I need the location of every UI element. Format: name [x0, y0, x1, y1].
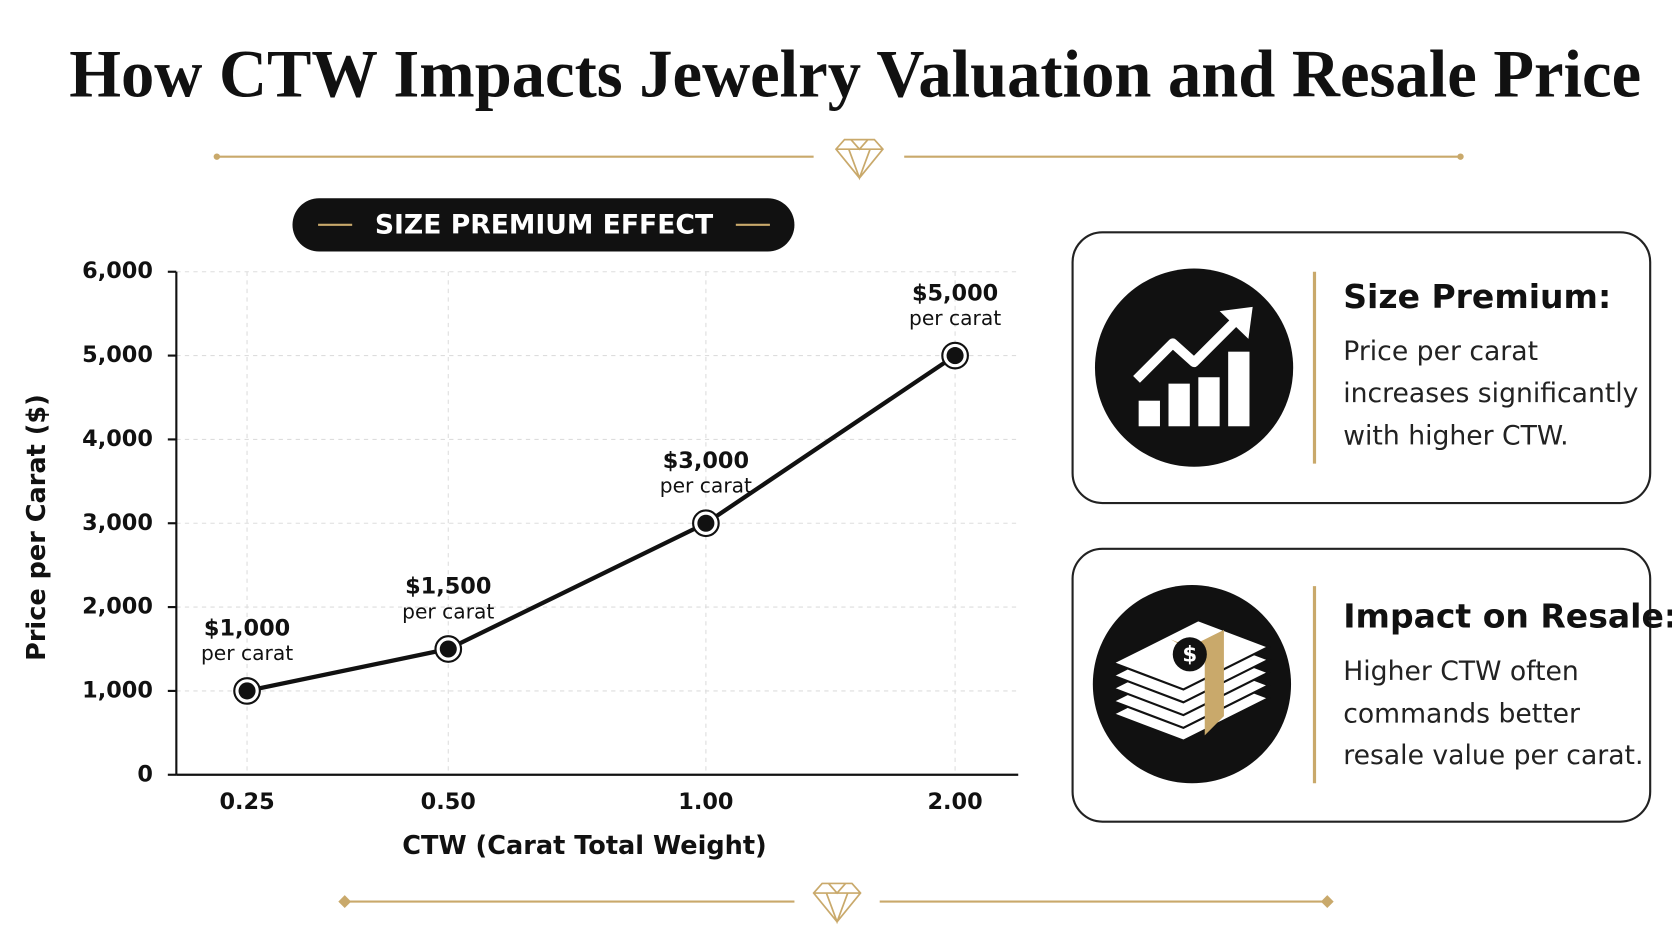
value-sublabel: per carat [201, 641, 293, 665]
x-axis-title: CTW (Carat Total Weight) [402, 831, 766, 861]
money-icon: $ [1110, 619, 1272, 742]
x-tick-label: 2.00 [928, 789, 983, 815]
value-sublabel: per carat [402, 599, 494, 623]
page-title: How CTW Impacts Jewelry Valuation and Re… [69, 36, 1641, 112]
card-text: Higher CTW often [1343, 656, 1579, 687]
point [697, 514, 715, 532]
y-tick-label: 1,000 [82, 677, 153, 703]
divider [216, 138, 1461, 181]
x-tick-label: 1.00 [678, 789, 733, 815]
divider [344, 882, 1328, 925]
y-tick-label: 4,000 [82, 426, 153, 452]
value-sublabel: per carat [909, 306, 1001, 330]
y-tick-label: 2,000 [82, 594, 153, 620]
growth-icon [1133, 306, 1253, 427]
y-tick-label: 6,000 [82, 258, 153, 284]
value-label: $3,000 [663, 448, 749, 474]
icon-circle [1094, 268, 1294, 467]
x-tick-label: 0.25 [219, 789, 274, 815]
value-label: $5,000 [912, 280, 998, 306]
card-text: Price per carat [1343, 336, 1538, 367]
y-tick-label: 0 [137, 761, 153, 787]
value-label: $1,000 [204, 616, 290, 642]
card-text: with higher CTW. [1343, 420, 1568, 451]
card-title: Impact on Resale: [1343, 597, 1672, 636]
point [439, 640, 457, 658]
x-tick-label: 0.50 [421, 789, 476, 815]
divider-dot [213, 153, 221, 160]
value-sublabel: per carat [660, 474, 752, 498]
line [246, 353, 957, 694]
point [238, 682, 256, 700]
card-title: Size Premium: [1343, 277, 1611, 316]
svg-text:$: $ [1182, 642, 1197, 667]
value-label: $1,500 [405, 574, 491, 600]
plot: 0 1,000 2,000 3,000 4,000 5,000 6,000 0.25 0.50 1… [82, 258, 1019, 815]
point [946, 347, 964, 365]
chart-subtitle: SIZE PREMIUM EFFECT [375, 209, 714, 240]
y-tick-label: 5,000 [82, 342, 153, 368]
subtitle-pill [292, 198, 795, 252]
y-tick-label: 3,000 [82, 510, 153, 536]
card-text: resale value per carat. [1343, 740, 1643, 771]
card-text: increases significantly [1343, 378, 1638, 409]
card-text: commands better [1343, 699, 1580, 730]
y-axis-title: Price per Carat ($) [22, 394, 52, 661]
divider-dot [1457, 153, 1464, 160]
